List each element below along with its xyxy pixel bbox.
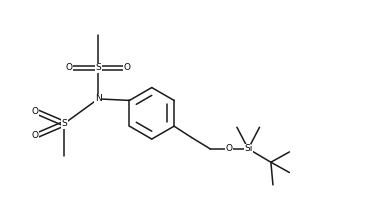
Text: Si: Si (244, 144, 253, 153)
Text: O: O (66, 63, 73, 73)
Text: N: N (95, 94, 102, 103)
Text: S: S (95, 63, 101, 73)
Text: O: O (32, 107, 39, 116)
Text: O: O (32, 131, 39, 140)
Text: O: O (123, 63, 130, 73)
Text: O: O (225, 144, 232, 153)
Text: S: S (61, 119, 67, 128)
